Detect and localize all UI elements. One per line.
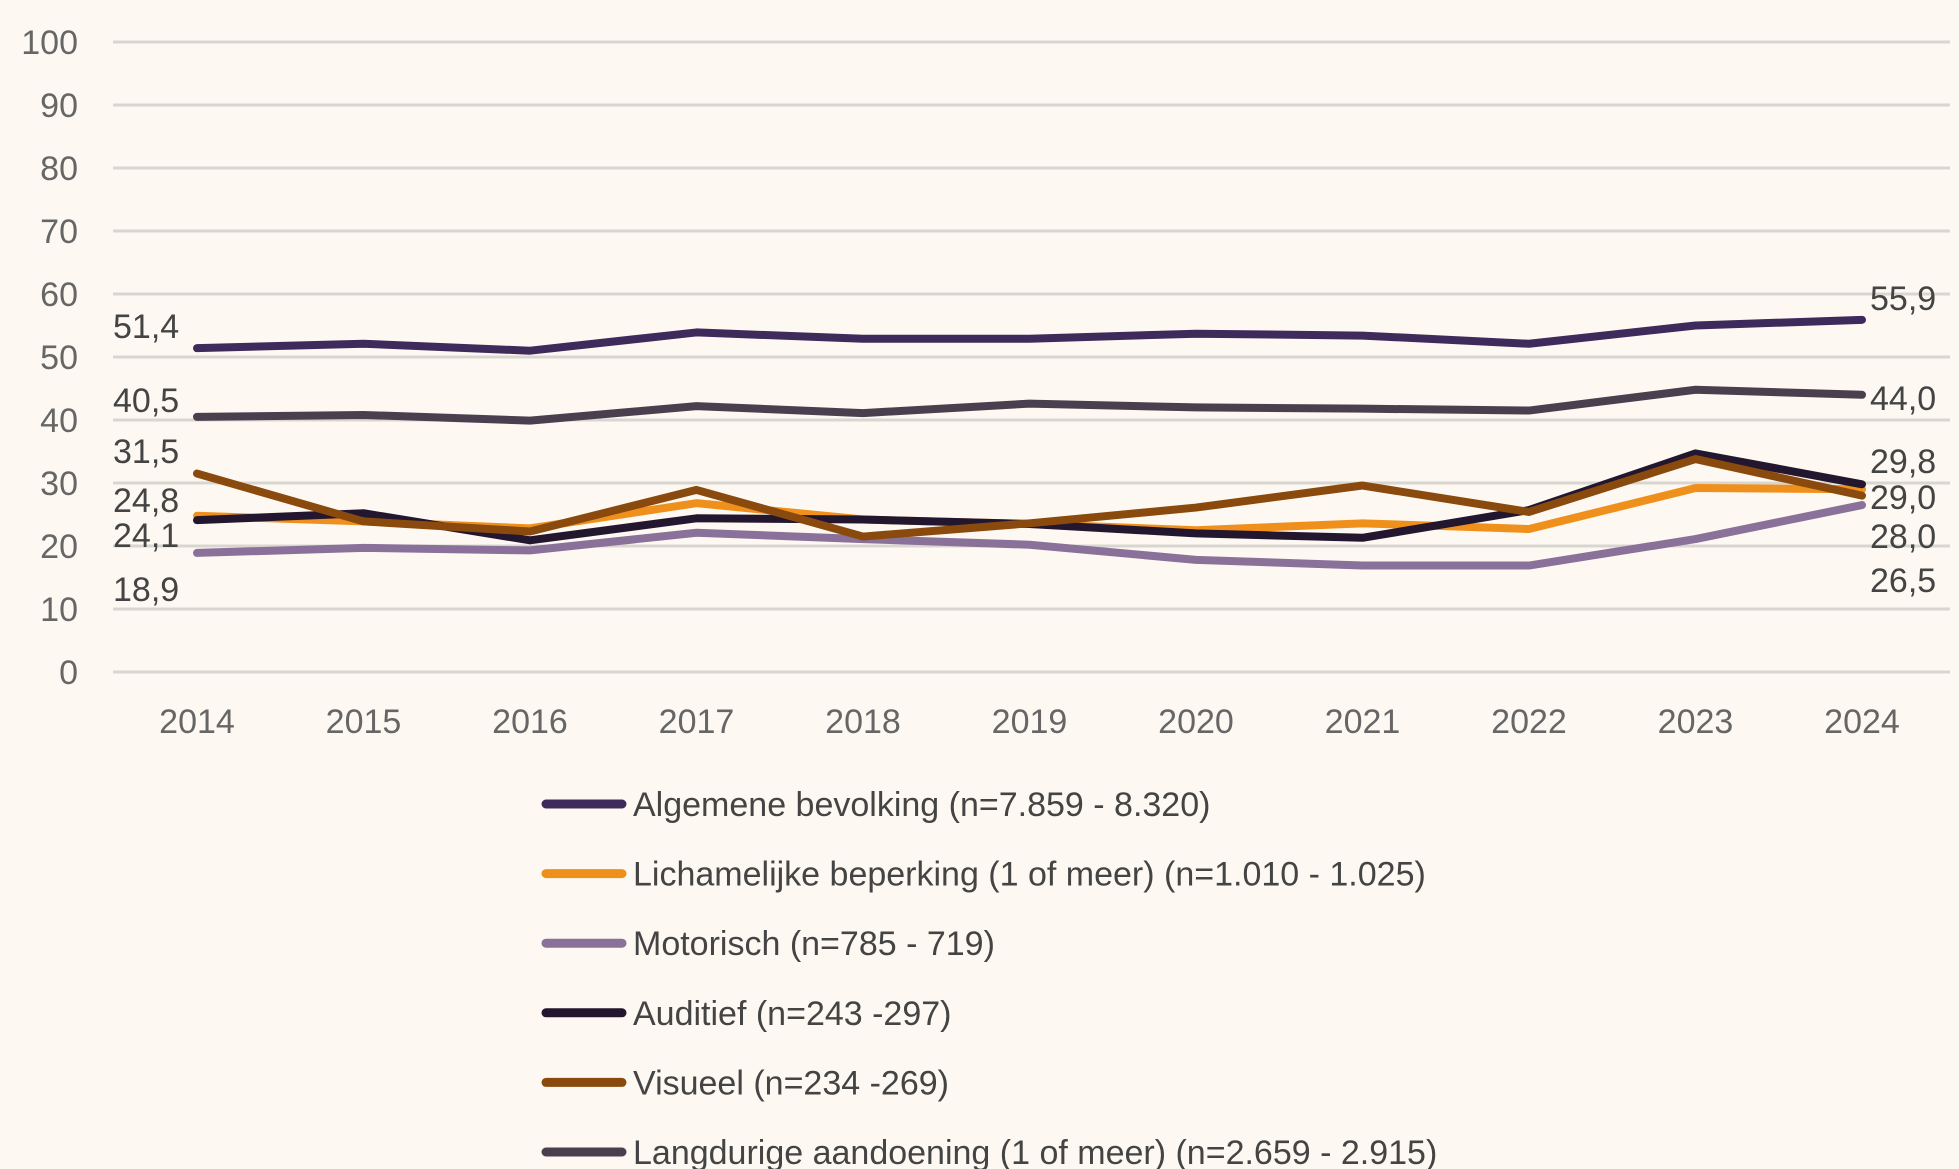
legend-item: Visueel (n=234 -269)	[541, 1064, 949, 1102]
legend-item: Lichamelijke beperking (1 of meer) (n=1.…	[541, 856, 1426, 894]
series-lines	[193, 315, 1866, 570]
data-label-first: 51,4	[113, 308, 179, 346]
data-label-last: 29,8	[1870, 443, 1936, 481]
data-label-last: 28,0	[1870, 518, 1936, 556]
data-label-first: 18,9	[113, 571, 179, 609]
y-tick-label: 30	[40, 465, 78, 503]
legend-item: Langdurige aandoening (1 of meer) (n=2.6…	[541, 1134, 1437, 1169]
series-line	[193, 501, 1866, 570]
y-tick-label: 80	[40, 150, 78, 188]
data-label-last: 44,0	[1870, 380, 1936, 418]
y-axis-ticks: 0 10 20 30 40 50 60 70 80 90 100	[21, 24, 78, 692]
x-tick-label: 2023	[1658, 703, 1734, 741]
legend-item: Motorisch (n=785 - 719)	[541, 925, 995, 963]
x-tick-label: 2021	[1325, 703, 1401, 741]
x-axis-ticks: 2014 2015 2016 2017 2018 2019 2020 2021 2022 2023…	[159, 703, 1900, 741]
y-tick-label: 70	[40, 213, 78, 251]
legend-label: Langdurige aandoening (1 of meer) (n=2.6…	[633, 1134, 1437, 1169]
y-tick-label: 20	[40, 528, 78, 566]
legend-label: Auditief (n=243 -297)	[633, 995, 951, 1033]
series-line	[193, 385, 1866, 425]
gridlines	[113, 40, 1950, 674]
data-label-last: 55,9	[1870, 280, 1936, 318]
legend-label: Motorisch (n=785 - 719)	[633, 925, 995, 963]
x-tick-label: 2020	[1158, 703, 1234, 741]
legend-label: Lichamelijke beperking (1 of meer) (n=1.…	[633, 856, 1426, 894]
y-tick-label: 10	[40, 591, 78, 629]
series-line	[193, 455, 1866, 541]
data-label-last: 29,0	[1870, 479, 1936, 517]
x-tick-label: 2015	[326, 703, 402, 741]
x-tick-label: 2017	[659, 703, 735, 741]
data-label-first: 24,8	[113, 482, 179, 520]
x-tick-label: 2024	[1824, 703, 1900, 741]
data-label-last: 26,5	[1870, 562, 1936, 600]
x-tick-label: 2016	[492, 703, 568, 741]
data-labels: 51,4 55,9 24,8 29,0 18,9 26,5 24,1 29,8 31,5 28,0…	[113, 280, 1936, 609]
x-tick-label: 2022	[1491, 703, 1567, 741]
x-tick-label: 2018	[825, 703, 901, 741]
y-tick-label: 60	[40, 276, 78, 314]
legend-label: Visueel (n=234 -269)	[633, 1064, 949, 1102]
legend-label: Algemene bevolking (n=7.859 - 8.320)	[633, 786, 1210, 824]
legend: Algemene bevolking (n=7.859 - 8.320) Lich…	[541, 786, 1437, 1169]
y-tick-label: 90	[40, 87, 78, 125]
y-tick-label: 40	[40, 402, 78, 440]
y-tick-label: 100	[21, 24, 78, 62]
legend-item: Auditief (n=243 -297)	[541, 995, 951, 1033]
y-tick-label: 0	[59, 654, 78, 692]
x-tick-label: 2014	[159, 703, 235, 741]
series-line	[193, 315, 1866, 355]
data-label-first: 40,5	[113, 382, 179, 420]
data-label-first: 31,5	[113, 433, 179, 471]
y-tick-label: 50	[40, 339, 78, 377]
x-tick-label: 2019	[992, 703, 1068, 741]
legend-item: Algemene bevolking (n=7.859 - 8.320)	[541, 786, 1210, 824]
data-label-first: 24,1	[113, 517, 179, 555]
